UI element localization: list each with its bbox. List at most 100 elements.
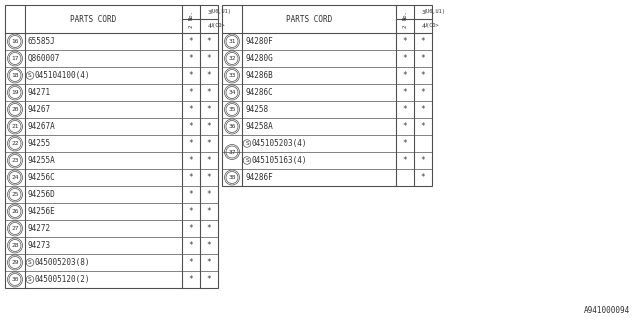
Text: *: * [189, 224, 193, 233]
Text: (U0,U1): (U0,U1) [424, 10, 446, 14]
Text: *: * [420, 156, 426, 165]
Text: S: S [245, 158, 249, 163]
Text: 94256C: 94256C [28, 173, 56, 182]
Text: S: S [245, 141, 249, 146]
Text: *: * [189, 139, 193, 148]
Text: *: * [189, 54, 193, 63]
Text: *: * [403, 71, 407, 80]
Text: S: S [28, 73, 32, 78]
Text: 3: 3 [421, 10, 424, 14]
Text: 94255: 94255 [28, 139, 51, 148]
Text: 3: 3 [207, 10, 211, 14]
Text: *: * [420, 88, 426, 97]
Text: 045105203(4): 045105203(4) [252, 139, 307, 148]
Text: *: * [420, 173, 426, 182]
Text: 65585J: 65585J [28, 37, 56, 46]
Text: 17: 17 [12, 56, 19, 61]
Text: *: * [189, 190, 193, 199]
Text: 31: 31 [228, 39, 236, 44]
Text: 36: 36 [228, 124, 236, 129]
Text: 94258A: 94258A [245, 122, 273, 131]
Text: 2: 2 [403, 24, 408, 28]
Text: *: * [189, 71, 193, 80]
Text: *: * [403, 88, 407, 97]
Text: No.: No. [403, 10, 408, 20]
Text: *: * [420, 71, 426, 80]
Text: *: * [207, 37, 211, 46]
Bar [5, 5, 218, 288]
Text: 20: 20 [12, 107, 19, 112]
Text: *: * [189, 88, 193, 97]
Text: 16: 16 [12, 39, 19, 44]
Text: 21: 21 [12, 124, 19, 129]
Text: PARTS CORD: PARTS CORD [286, 14, 332, 23]
Text: *: * [207, 258, 211, 267]
Text: *: * [207, 275, 211, 284]
Text: *: * [207, 139, 211, 148]
Text: *: * [420, 54, 426, 63]
Text: *: * [207, 122, 211, 131]
Text: S: S [28, 260, 32, 265]
Text: 28: 28 [12, 243, 19, 248]
Bar [222, 5, 432, 186]
Text: 37: 37 [228, 149, 236, 155]
Text: 94255A: 94255A [28, 156, 56, 165]
Text: 94256D: 94256D [28, 190, 56, 199]
Text: 045005203(8): 045005203(8) [35, 258, 90, 267]
Text: 35: 35 [228, 107, 236, 112]
Text: *: * [207, 54, 211, 63]
Text: 94267A: 94267A [28, 122, 56, 131]
Text: *: * [403, 54, 407, 63]
Text: 94280G: 94280G [245, 54, 273, 63]
Text: *: * [207, 224, 211, 233]
Text: 94256E: 94256E [28, 207, 56, 216]
Text: *: * [207, 190, 211, 199]
Text: 045105163(4): 045105163(4) [252, 156, 307, 165]
Text: *: * [207, 88, 211, 97]
Text: S: S [28, 277, 32, 282]
Text: 38: 38 [228, 175, 236, 180]
Text: 94280F: 94280F [245, 37, 273, 46]
Text: 4: 4 [421, 23, 424, 28]
Text: *: * [189, 156, 193, 165]
Text: *: * [189, 122, 193, 131]
Text: 94273: 94273 [28, 241, 51, 250]
Text: 94271: 94271 [28, 88, 51, 97]
Text: 94272: 94272 [28, 224, 51, 233]
Text: 24: 24 [12, 175, 19, 180]
Text: 19: 19 [12, 90, 19, 95]
Text: 4: 4 [207, 23, 211, 28]
Text: *: * [403, 139, 407, 148]
Text: 94267: 94267 [28, 105, 51, 114]
Text: *: * [420, 122, 426, 131]
Text: 94258: 94258 [245, 105, 268, 114]
Text: *: * [189, 241, 193, 250]
Text: *: * [207, 105, 211, 114]
Text: 2: 2 [189, 24, 193, 28]
Text: *: * [403, 156, 407, 165]
Text: 94286C: 94286C [245, 88, 273, 97]
Text: *: * [403, 105, 407, 114]
Text: *: * [189, 105, 193, 114]
Text: 26: 26 [12, 209, 19, 214]
Text: PARTS CORD: PARTS CORD [70, 14, 116, 23]
Text: 045104100(4): 045104100(4) [35, 71, 90, 80]
Text: 34: 34 [228, 90, 236, 95]
Text: 94286F: 94286F [245, 173, 273, 182]
Text: 27: 27 [12, 226, 19, 231]
Text: 29: 29 [12, 260, 19, 265]
Text: *: * [207, 173, 211, 182]
Text: 33: 33 [228, 73, 236, 78]
Text: *: * [189, 207, 193, 216]
Text: 30: 30 [12, 277, 19, 282]
Text: 25: 25 [12, 192, 19, 197]
Text: 23: 23 [12, 158, 19, 163]
Text: No.: No. [189, 10, 193, 20]
Text: *: * [189, 173, 193, 182]
Text: U(CO>: U(CO> [424, 23, 440, 28]
Text: *: * [207, 71, 211, 80]
Text: *: * [189, 258, 193, 267]
Text: 32: 32 [228, 56, 236, 61]
Text: 94286B: 94286B [245, 71, 273, 80]
Text: *: * [207, 241, 211, 250]
